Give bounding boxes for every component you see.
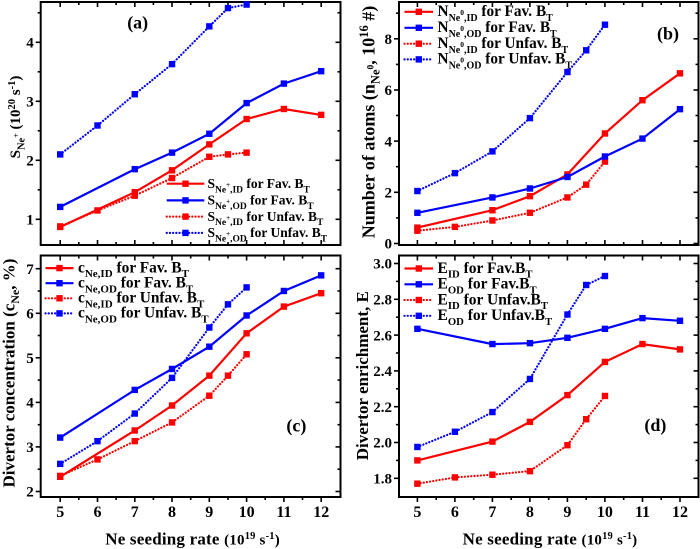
svg-text:6: 6: [385, 83, 393, 99]
svg-text:6: 6: [451, 504, 459, 521]
svg-text:4: 4: [385, 134, 393, 150]
svg-text:0: 0: [385, 237, 393, 253]
svg-text:3.0: 3.0: [373, 257, 392, 273]
svg-text:Ne seeding rate (1019 s-1): Ne seeding rate (1019 s-1): [105, 530, 280, 549]
svg-text:SNe+,ID for Unfav. BT: SNe+,ID for Unfav. BT: [208, 209, 325, 228]
svg-text:7: 7: [26, 262, 34, 278]
svg-text:4: 4: [26, 396, 34, 412]
svg-text:5: 5: [413, 504, 421, 521]
svg-text:(d): (d): [644, 415, 666, 436]
svg-text:8: 8: [168, 504, 176, 521]
svg-text:2: 2: [26, 154, 34, 170]
svg-text:11: 11: [276, 504, 291, 521]
svg-text:SNe+ (1020 s-1): SNe+ (1020 s-1): [7, 76, 28, 159]
svg-text:cNe,ID for Unfav. BT: cNe,ID for Unfav. BT: [78, 290, 205, 311]
svg-text:NNe0,OD for Fav. BT: NNe0,OD for Fav. BT: [438, 19, 558, 40]
svg-text:NNe0,ID for Unfav. BT: NNe0,ID for Unfav. BT: [438, 35, 569, 56]
svg-text:2.4: 2.4: [373, 364, 392, 380]
svg-text:EOD for Fav.BT: EOD for Fav.BT: [438, 276, 537, 297]
svg-text:10: 10: [239, 504, 255, 521]
svg-text:Number of atoms (nNe0, 1016 #): Number of atoms (nNe0, 1016 #): [357, 6, 382, 239]
svg-text:cNe,OD for Unfav. BT: cNe,OD for Unfav. BT: [78, 305, 209, 326]
svg-text:SNe+,OD for Unfav. BT: SNe+,OD for Unfav. BT: [208, 225, 328, 244]
svg-text:12: 12: [313, 504, 329, 521]
svg-text:5: 5: [26, 351, 34, 367]
svg-text:(b): (b): [657, 24, 679, 45]
svg-text:3: 3: [26, 95, 34, 111]
svg-text:9: 9: [205, 504, 213, 521]
svg-text:7: 7: [131, 504, 139, 521]
svg-text:Ne seeding rate (1019 s-1): Ne seeding rate (1019 s-1): [463, 530, 638, 549]
svg-text:5: 5: [56, 504, 64, 521]
svg-text:9: 9: [563, 504, 571, 521]
svg-text:6: 6: [26, 307, 34, 323]
svg-text:6: 6: [94, 504, 102, 521]
svg-text:NNe0,ID for Fav. BT: NNe0,ID for Fav. BT: [438, 3, 554, 24]
svg-text:10: 10: [597, 504, 613, 521]
svg-text:cNe,OD for Fav. BT: cNe,OD for Fav. BT: [78, 275, 194, 296]
svg-text:7: 7: [488, 504, 496, 521]
svg-text:2: 2: [26, 485, 34, 501]
svg-text:1: 1: [26, 213, 34, 229]
svg-text:Divertor concentration (cNe, %: Divertor concentration (cNe, %): [0, 259, 22, 488]
svg-text:2.6: 2.6: [373, 328, 392, 344]
svg-text:Divertor enrichment, E: Divertor enrichment, E: [353, 291, 372, 460]
svg-text:EID for Fav.BT: EID for Fav.BT: [438, 260, 533, 281]
svg-text:EID for Unfav.BT: EID for Unfav.BT: [438, 291, 548, 312]
svg-text:1.8: 1.8: [373, 472, 392, 488]
svg-text:8: 8: [385, 32, 393, 48]
svg-text:SNe+,OD for Fav. BT: SNe+,OD for Fav. BT: [208, 193, 315, 212]
svg-text:(c): (c): [286, 416, 306, 437]
svg-text:2.0: 2.0: [373, 436, 392, 452]
svg-text:NNe0,OD for Unfav. BT: NNe0,OD for Unfav. BT: [438, 51, 573, 72]
svg-text:2.2: 2.2: [373, 400, 392, 416]
svg-text:EOD for Unfav.BT: EOD for Unfav.BT: [438, 307, 553, 328]
svg-text:3: 3: [26, 440, 34, 456]
svg-text:2.8: 2.8: [373, 293, 392, 309]
svg-text:4: 4: [26, 36, 34, 52]
svg-text:SNe+,ID for Fav. BT: SNe+,ID for Fav. BT: [208, 176, 311, 195]
svg-text:2: 2: [385, 186, 393, 202]
svg-text:cNe,ID for Fav. BT: cNe,ID for Fav. BT: [78, 259, 190, 280]
svg-text:11: 11: [635, 504, 650, 521]
svg-text:8: 8: [526, 504, 534, 521]
svg-text:12: 12: [672, 504, 688, 521]
svg-text:(a): (a): [127, 13, 148, 34]
